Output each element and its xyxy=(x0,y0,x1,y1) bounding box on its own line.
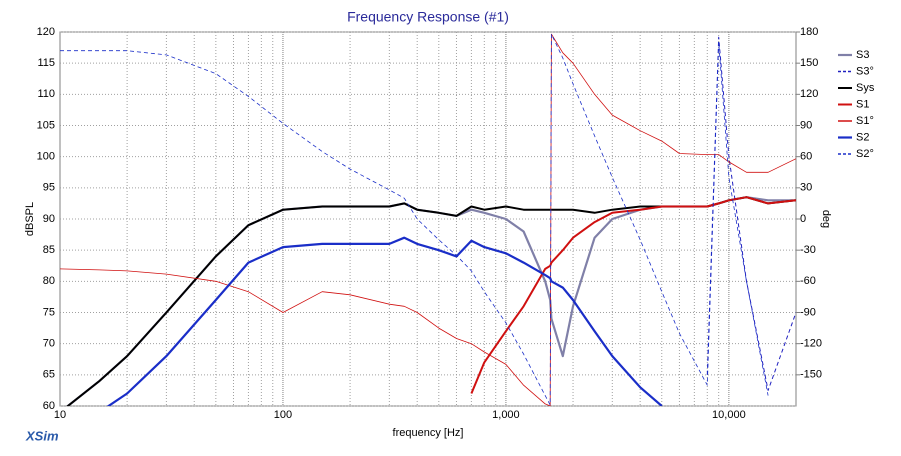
x-tick-label: 10,000 xyxy=(712,409,746,421)
y-tick-label: 115 xyxy=(37,57,55,69)
series-line xyxy=(470,196,796,394)
x-tick-label: 100 xyxy=(274,409,292,421)
y-tick-label: 95 xyxy=(43,182,55,194)
x-tick-label: 10 xyxy=(54,409,66,421)
y2-tick-label: 90 xyxy=(800,119,812,131)
lines xyxy=(60,33,796,406)
y-tick-label: 80 xyxy=(43,275,55,287)
y-tick-label: 90 xyxy=(43,213,55,225)
y-tick-label: 65 xyxy=(43,369,55,381)
x-axis-label: frequency [Hz] xyxy=(393,427,464,439)
plot-area xyxy=(59,31,797,407)
series-line xyxy=(60,33,796,406)
labels: 10 100 1,000 10,000 60 65 70 75 80 85 90 95 100 105 11… xyxy=(37,26,875,421)
y2-tick-label: 150 xyxy=(800,57,818,69)
y2-tick-label: 180 xyxy=(800,26,818,38)
chart-title: Frequency Response (#1) xyxy=(347,9,509,25)
y2-axis-label: deg xyxy=(820,210,832,228)
series-line xyxy=(60,33,769,406)
legend-label: S2° xyxy=(856,148,874,160)
y-tick-label: 85 xyxy=(43,244,55,256)
legend-label: S1 xyxy=(856,98,869,110)
series-line xyxy=(106,236,663,406)
x-tick-label: 1,000 xyxy=(492,409,520,421)
y-tick-label: 60 xyxy=(43,400,55,412)
y2-tick-label: -30 xyxy=(800,244,816,256)
y-tick-label: 110 xyxy=(37,88,55,100)
y-tick-label: 75 xyxy=(43,306,55,318)
y-tick-label: 120 xyxy=(37,26,55,38)
y-tick-label: 70 xyxy=(43,338,55,350)
y2-tick-label: -60 xyxy=(800,275,816,287)
legend-label: S1° xyxy=(856,115,874,127)
y2-tick-label: 60 xyxy=(800,151,812,163)
watermark: XSim xyxy=(25,428,59,443)
y2-tick-label: 30 xyxy=(800,182,812,194)
y2-tick-label: -150 xyxy=(800,369,822,381)
y2-tick-label: -120 xyxy=(800,338,822,350)
y-tick-label: 100 xyxy=(37,151,55,163)
y-tick-label: 105 xyxy=(37,119,55,131)
y2-tick-label: -90 xyxy=(800,306,816,318)
legend-label: S3 xyxy=(856,49,869,61)
y-axis-label: dBSPL xyxy=(24,202,36,236)
y2-tick-label: 0 xyxy=(800,213,806,225)
legend-label: Sys xyxy=(856,82,875,94)
legend-label: S3° xyxy=(856,65,874,77)
grid xyxy=(59,31,796,407)
y2-tick-label: 120 xyxy=(800,88,818,100)
legend-label: S2 xyxy=(856,131,869,143)
